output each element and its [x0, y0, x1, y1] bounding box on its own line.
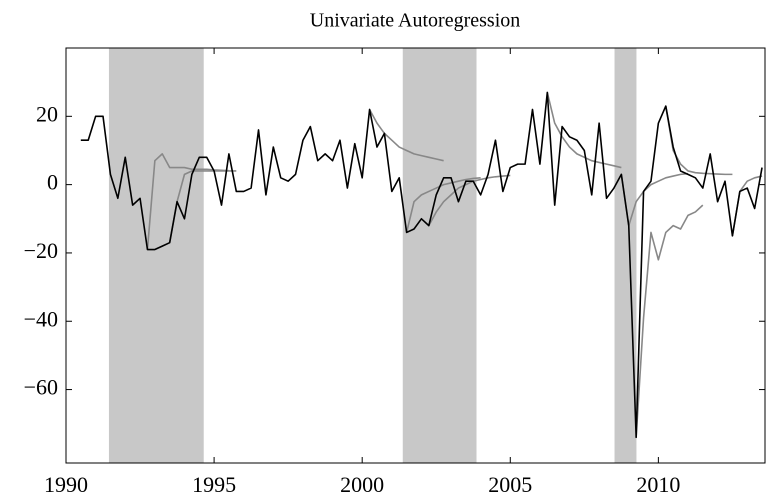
series-line [546, 92, 622, 169]
y-tick-label: 20 [36, 101, 58, 126]
series-line [620, 172, 689, 227]
x-tick-label: 2010 [636, 472, 680, 497]
x-tick-label: 2005 [488, 472, 532, 497]
series-line [664, 105, 733, 176]
series-line [368, 109, 444, 162]
x-tick-label: 2000 [340, 472, 384, 497]
shaded-region [614, 48, 637, 463]
y-tick-label: −20 [24, 238, 58, 263]
series-line [80, 91, 763, 439]
series-line [168, 170, 237, 243]
x-tick-label: 1990 [44, 472, 88, 497]
shaded-region [402, 48, 477, 463]
series-line [635, 204, 704, 438]
y-tick-label: −40 [24, 306, 58, 331]
series-line [405, 176, 481, 233]
x-tick-label: 1995 [192, 472, 236, 497]
series-line [428, 174, 511, 226]
series-line [146, 153, 229, 250]
plot-frame [65, 47, 766, 464]
chart-title: Univariate Autoregression [310, 10, 521, 32]
y-tick-label: 0 [47, 170, 58, 195]
shaded-region [108, 48, 204, 463]
y-tick-label: −60 [24, 375, 58, 400]
